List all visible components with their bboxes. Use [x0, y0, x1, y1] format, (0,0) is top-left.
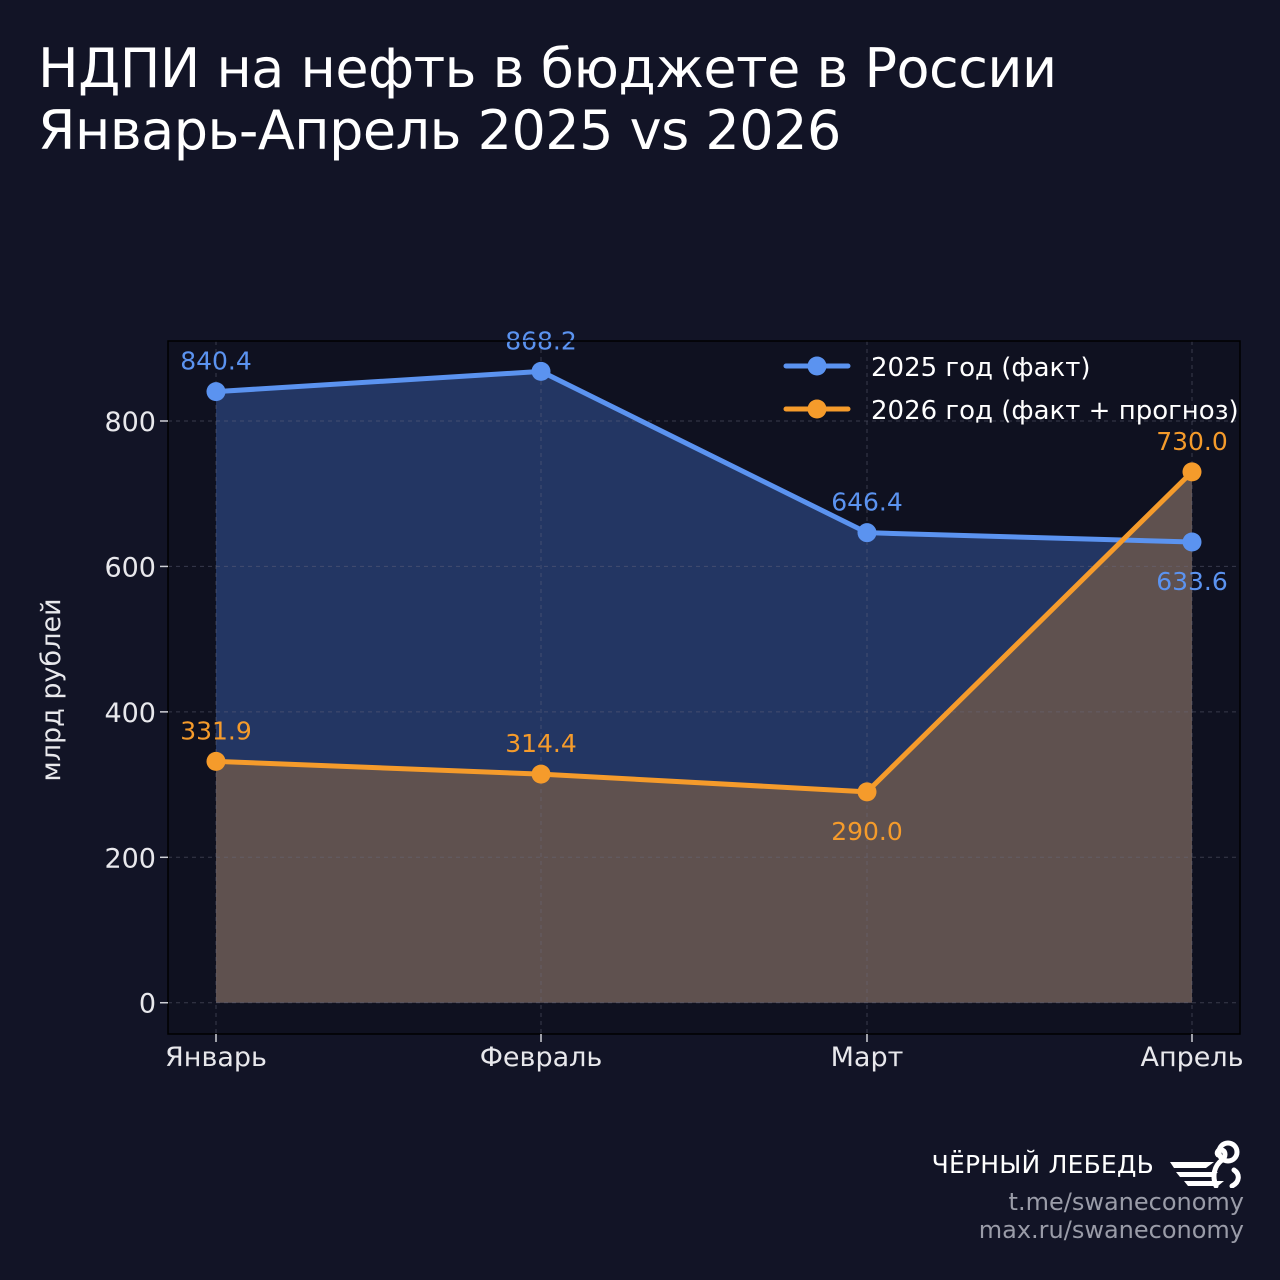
brand-link-max[interactable]: max.ru/swaneconomy — [978, 1216, 1244, 1244]
x-tick-label: Январь — [165, 1042, 267, 1073]
data-point — [1182, 462, 1202, 482]
brand-link-telegram[interactable]: t.me/swaneconomy — [1008, 1188, 1244, 1216]
y-tick-label: 200 — [104, 843, 156, 874]
data-label: 331.9 — [180, 716, 252, 745]
data-label: 730.0 — [1156, 427, 1228, 456]
area-fill-series-1 — [216, 471, 1192, 1003]
data-point — [206, 382, 226, 402]
x-tick-label: Апрель — [1140, 1042, 1243, 1073]
x-tick-label: Март — [831, 1042, 904, 1073]
swan-logo-icon — [1170, 1140, 1241, 1188]
chart-subtitle: Январь-Апрель 2025 vs 2026 — [38, 99, 841, 162]
legend-swatch-marker — [807, 399, 827, 419]
y-tick-label: 600 — [104, 552, 156, 583]
title-block: НДПИ на нефть в бюджете в России Январь-… — [38, 38, 1057, 162]
plot-border — [167, 340, 1241, 1035]
brand-name: ЧЁРНЫЙ ЛЕБЕДЬ — [931, 1149, 1154, 1179]
series-line-1 — [213, 469, 1195, 795]
data-point — [206, 751, 226, 771]
data-point — [857, 523, 877, 543]
brand-block: ЧЁРНЫЙ ЛЕБЕДЬ t.me/swaneconomy max.ru/sw… — [932, 1140, 1244, 1244]
y-tick-label: 800 — [104, 407, 156, 438]
data-point — [1182, 532, 1202, 552]
data-label: 290.0 — [831, 817, 903, 846]
y-axis-label: млрд рублей — [36, 598, 67, 781]
legend-swatch-marker — [807, 356, 827, 376]
x-tick-label: Февраль — [480, 1042, 603, 1073]
data-label: 633.6 — [1156, 567, 1228, 596]
chart-title: НДПИ на нефть в бюджете в России — [38, 37, 1057, 100]
data-point — [531, 361, 551, 381]
legend-label: 2025 год (факт) — [871, 353, 1091, 383]
y-tick-label: 0 — [139, 989, 156, 1020]
data-point — [857, 782, 877, 802]
data-label: 840.4 — [180, 347, 252, 376]
y-tick-label: 400 — [104, 698, 156, 729]
data-label: 646.4 — [831, 488, 903, 517]
series-line-0 — [213, 368, 1195, 545]
legend-label: 2026 год (факт + прогноз) — [871, 396, 1239, 426]
data-label: 314.4 — [505, 729, 577, 758]
data-point — [531, 764, 551, 784]
